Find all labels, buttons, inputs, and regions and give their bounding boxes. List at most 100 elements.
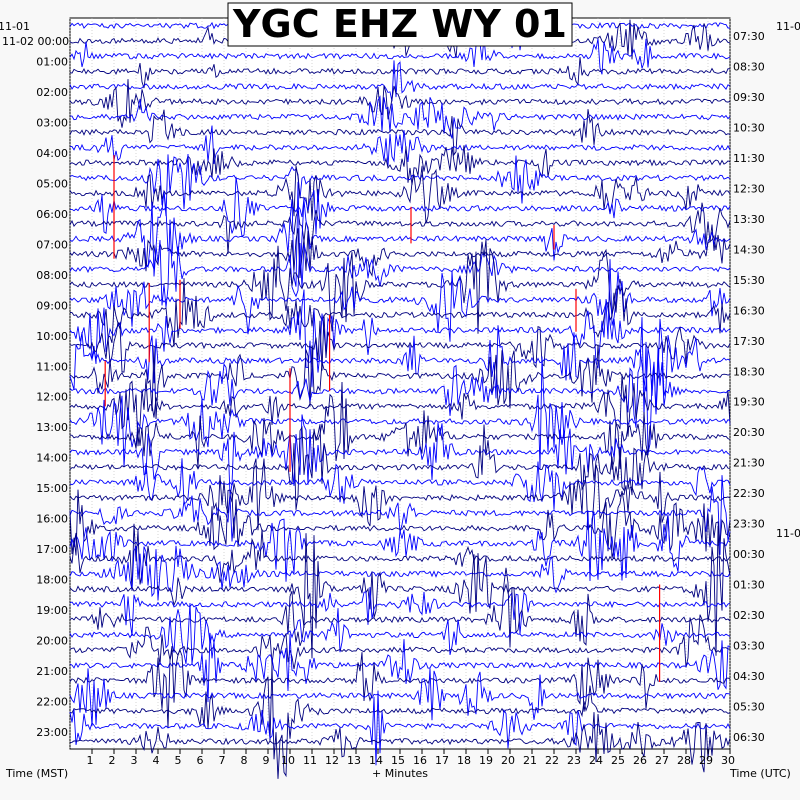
left-hour-label: 01:00 bbox=[36, 56, 68, 69]
x-tick-label: 11 bbox=[303, 754, 317, 767]
x-tick-label: 19 bbox=[479, 754, 493, 767]
trace-line bbox=[69, 79, 731, 128]
trace-line bbox=[69, 712, 731, 773]
left-hour-label: 03:00 bbox=[36, 117, 68, 130]
right-hour-label: 04:30 bbox=[733, 670, 765, 683]
trace-line bbox=[69, 153, 731, 217]
right-hour-label: 00:30 bbox=[733, 548, 765, 561]
right-hour-labels: 07:30 08:30 09:30 10:30 11:30 12:30 13:30 14:30… bbox=[733, 30, 765, 744]
x-tick-label: 13 bbox=[347, 754, 361, 767]
left-hour-label: 10:00 bbox=[36, 330, 68, 343]
x-axis-label: + Minutes bbox=[372, 767, 428, 780]
trace-line bbox=[69, 181, 731, 287]
right-hour-label: 14:30 bbox=[733, 243, 765, 256]
right-hour-label: 16:30 bbox=[733, 304, 765, 317]
x-tick-label: 2 bbox=[109, 754, 116, 767]
left-hour-label: 21:00 bbox=[36, 665, 68, 678]
right-date-mid: 11-0 bbox=[776, 527, 800, 540]
left-hour-label: 11:00 bbox=[36, 360, 68, 373]
right-hour-label: 21:30 bbox=[733, 457, 765, 470]
x-tick-label: 1 bbox=[87, 754, 94, 767]
trace-line bbox=[69, 228, 731, 278]
trace-line bbox=[69, 458, 731, 531]
trace-line bbox=[69, 356, 731, 470]
right-hour-label: 11:30 bbox=[733, 152, 765, 165]
x-tick-label: 10 bbox=[281, 754, 295, 767]
left-hour-label: 09:00 bbox=[36, 299, 68, 312]
x-tick-label: 14 bbox=[369, 754, 383, 767]
x-tick-label: 18 bbox=[457, 754, 471, 767]
trace-line bbox=[69, 219, 731, 308]
trace-line bbox=[69, 145, 731, 185]
left-hour-label: 22:00 bbox=[36, 695, 68, 708]
trace-line bbox=[69, 646, 731, 729]
left-hour-label: 23:00 bbox=[36, 726, 68, 739]
trace-line bbox=[69, 510, 731, 582]
trace-line bbox=[69, 318, 731, 415]
x-tick-label: 21 bbox=[523, 754, 537, 767]
trace-line bbox=[69, 165, 731, 224]
left-hour-label: 19:00 bbox=[36, 604, 68, 617]
x-tick-label: 25 bbox=[611, 754, 625, 767]
x-tick-label: 23 bbox=[567, 754, 581, 767]
left-hour-label: 15:00 bbox=[36, 482, 68, 495]
trace-line bbox=[70, 176, 731, 238]
left-hour-label: 18:00 bbox=[36, 573, 68, 586]
x-tick-label: 15 bbox=[391, 754, 405, 767]
right-hour-label: 06:30 bbox=[733, 731, 765, 744]
left-hour-label: 04:00 bbox=[36, 147, 68, 160]
right-hour-label: 15:30 bbox=[733, 274, 765, 287]
seismic-traces bbox=[69, 5, 731, 779]
trace-line bbox=[69, 317, 731, 453]
trace-line bbox=[69, 37, 731, 75]
x-tick-label: 12 bbox=[325, 754, 339, 767]
x-tick-label: 4 bbox=[153, 754, 160, 767]
right-hour-label: 08:30 bbox=[733, 61, 765, 74]
trace-line bbox=[69, 525, 731, 659]
trace-line bbox=[69, 344, 731, 420]
trace-line bbox=[70, 95, 731, 139]
x-tick-label: 3 bbox=[131, 754, 138, 767]
trace-line bbox=[69, 632, 731, 703]
left-hour-label: 06:00 bbox=[36, 208, 68, 221]
left-hour-label: 07:00 bbox=[36, 238, 68, 251]
trace-line bbox=[69, 202, 731, 254]
trace-line bbox=[69, 690, 731, 766]
x-tick-label: 30 bbox=[721, 754, 735, 767]
x-tick-label: 6 bbox=[197, 754, 204, 767]
trace-line bbox=[69, 57, 731, 89]
right-hour-label: 03:30 bbox=[733, 639, 765, 652]
x-tick-label: 28 bbox=[677, 754, 691, 767]
left-date-top: 11-01 bbox=[0, 20, 30, 33]
minute-grid bbox=[69, 18, 731, 749]
x-tick-label: 24 bbox=[589, 754, 603, 767]
left-hour-labels: 01:00 02:00 03:00 04:00 05:00 06:00 07:00 08:00… bbox=[36, 56, 68, 739]
trace-line bbox=[69, 663, 731, 779]
right-hour-label: 13:30 bbox=[733, 213, 765, 226]
x-tick-label: 8 bbox=[241, 754, 248, 767]
right-hour-label: 09:30 bbox=[733, 91, 765, 104]
left-hour-label: 02:00 bbox=[36, 86, 68, 99]
x-tick-label: 26 bbox=[633, 754, 647, 767]
trace-line bbox=[69, 60, 731, 102]
left-hour-label: 05:00 bbox=[36, 178, 68, 191]
right-hour-label: 01:30 bbox=[733, 578, 765, 591]
right-hour-label: 18:30 bbox=[733, 365, 765, 378]
trace-line bbox=[69, 523, 731, 591]
trace-line bbox=[69, 458, 731, 510]
right-hour-label: 20:30 bbox=[733, 426, 765, 439]
trace-line bbox=[69, 424, 731, 510]
trace-line bbox=[69, 489, 731, 559]
right-axis-label: Time (UTC) bbox=[729, 767, 791, 780]
trace-line bbox=[69, 586, 731, 636]
x-tick-label: 9 bbox=[263, 754, 270, 767]
left-hour-label: 08:00 bbox=[36, 269, 68, 282]
chart-title: YGC EHZ WY 01 bbox=[232, 2, 567, 46]
left-hour-label: 12:00 bbox=[36, 391, 68, 404]
right-hour-label: 12:30 bbox=[733, 183, 765, 196]
left-hour-label: 20:00 bbox=[36, 634, 68, 647]
trace-line bbox=[69, 545, 731, 601]
left-hour-label: 17:00 bbox=[36, 543, 68, 556]
left-axis-label: Time (MST) bbox=[5, 767, 68, 780]
trace-line bbox=[69, 381, 731, 470]
